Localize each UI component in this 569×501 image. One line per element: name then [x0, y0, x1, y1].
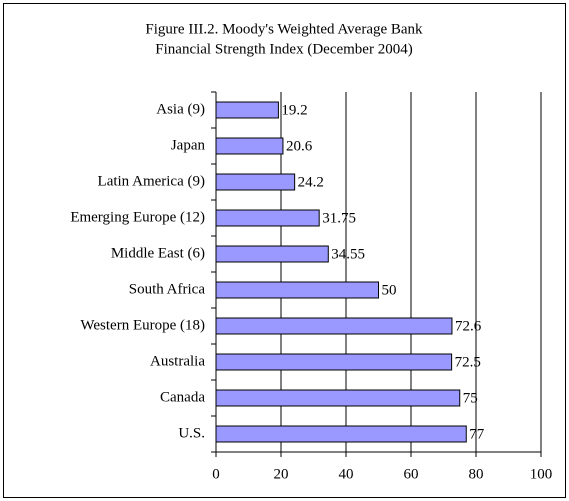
x-tick-label: 60 — [404, 466, 419, 482]
value-label: 50 — [382, 282, 397, 298]
y-tick-label: U.S. — [178, 425, 205, 441]
y-tick-label: South Africa — [129, 281, 206, 297]
x-tick-label: 80 — [469, 466, 484, 482]
y-tick-label: Emerging Europe (12) — [70, 209, 205, 225]
value-label: 72.6 — [455, 318, 482, 334]
chart-title: Figure III.2. Moody's Weighted Average B… — [145, 21, 423, 37]
value-label: 24.2 — [298, 174, 324, 190]
y-tick-label: Australia — [150, 353, 205, 369]
bar — [215, 209, 320, 227]
y-tick-label: Canada — [160, 389, 205, 405]
x-tick-label: 40 — [339, 466, 354, 482]
value-label: 72.5 — [455, 354, 481, 370]
bar — [215, 317, 453, 335]
bar — [215, 137, 284, 155]
value-label: 20.6 — [286, 138, 313, 154]
x-tick-label: 20 — [274, 466, 289, 482]
y-tick-label: Western Europe (18) — [80, 317, 205, 333]
value-label: 34.55 — [331, 246, 365, 262]
bar — [215, 173, 296, 191]
value-label: 19.2 — [281, 102, 307, 118]
y-tick-label: Middle East (6) — [111, 245, 205, 261]
bar — [215, 389, 461, 407]
bar — [215, 101, 279, 119]
x-tick-label: 0 — [212, 466, 220, 482]
x-tick-label: 100 — [530, 466, 553, 482]
value-label: 31.75 — [322, 210, 356, 226]
y-tick-label: Latin America (9) — [98, 173, 205, 189]
bar — [215, 245, 329, 263]
bar — [215, 281, 379, 299]
value-label: 75 — [463, 390, 478, 406]
y-tick-label: Asia (9) — [156, 101, 205, 117]
chart-title: Financial Strength Index (December 2004) — [155, 41, 412, 57]
bar — [215, 425, 467, 443]
value-label: 77 — [469, 426, 485, 442]
y-tick-label: Japan — [171, 137, 206, 153]
bar — [215, 353, 453, 371]
